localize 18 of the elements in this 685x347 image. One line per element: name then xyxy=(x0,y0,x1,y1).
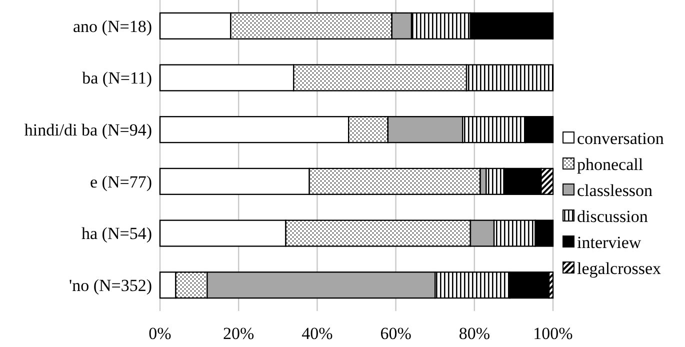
y-tick-label: 'no (N=352) xyxy=(69,276,152,296)
x-tick-label: 60% xyxy=(380,324,412,343)
y-tick-label: e (N=77) xyxy=(90,172,152,192)
legend-label: discussion xyxy=(577,206,648,226)
x-tick-label: 0% xyxy=(148,324,172,343)
y-tick-label: ba (N=11) xyxy=(82,68,152,88)
y-tick-label: hindi/di ba (N=94) xyxy=(24,120,152,140)
x-tick-label: 40% xyxy=(302,324,333,343)
legend-label: conversation xyxy=(577,128,664,148)
x-tick-label: 80% xyxy=(458,324,490,343)
legend-label: phonecall xyxy=(577,154,644,174)
x-tick-label: 20% xyxy=(223,324,254,343)
legend-label: legalcrossex xyxy=(577,258,662,278)
x-tick-label: 100% xyxy=(533,324,573,343)
y-tick-label: ha (N=54) xyxy=(82,224,152,244)
legend-label: classlesson xyxy=(577,180,654,200)
legend-label: interview xyxy=(577,232,642,252)
y-tick-label: ano (N=18) xyxy=(73,16,152,36)
